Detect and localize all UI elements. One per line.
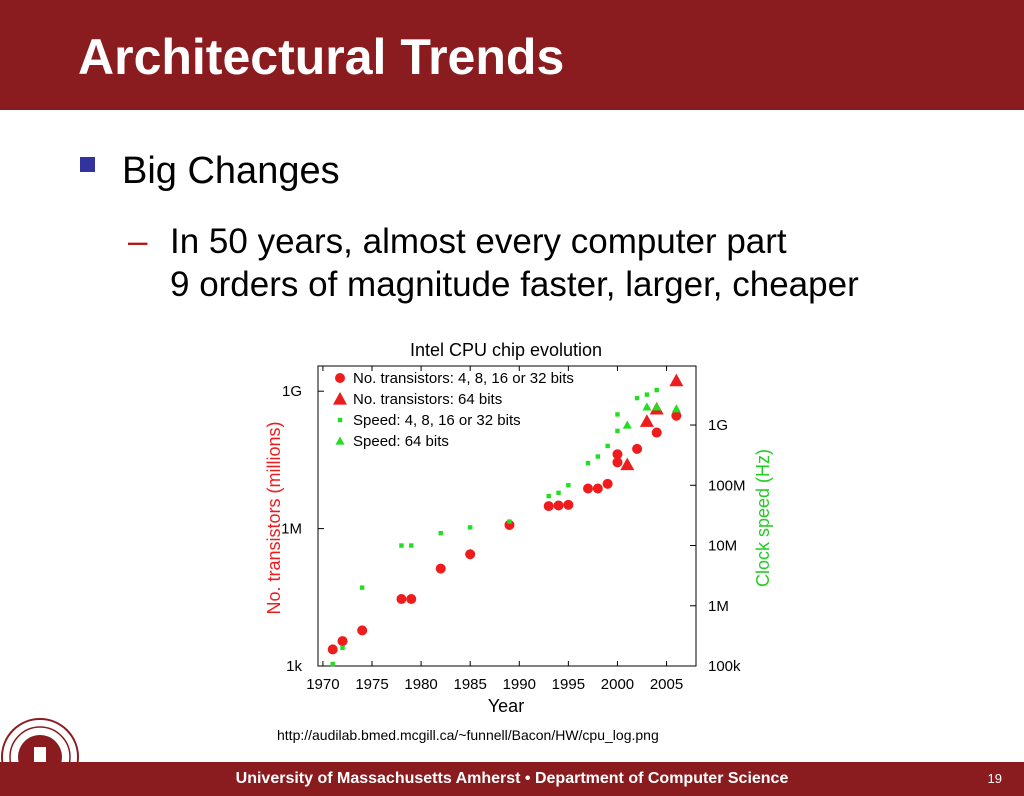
bullet-level1-text: Big Changes (122, 150, 340, 192)
title-bar: Architectural Trends (0, 0, 1024, 110)
data-point (337, 636, 348, 647)
legend-marker (335, 373, 345, 383)
data-point (671, 404, 681, 413)
data-point (612, 449, 623, 460)
data-point (409, 543, 414, 548)
data-point (553, 500, 564, 511)
y-left-tick-label: 1G (282, 383, 302, 400)
y-right-tick-label: 1G (708, 417, 728, 434)
data-point (330, 661, 335, 667)
page-number: 19 (987, 771, 1002, 786)
data-point (583, 483, 593, 494)
data-point (605, 443, 610, 449)
bullet-level2-text: In 50 years, almost every computer part … (170, 220, 859, 306)
slide-title: Architectural Trends (78, 29, 565, 85)
x-axis-label: Year (488, 696, 524, 716)
data-point (566, 483, 571, 488)
square-bullet-icon (80, 157, 95, 172)
source-url: http://audilab.bmed.mcgill.ca/~funnell/B… (277, 727, 659, 743)
data-point (396, 594, 407, 605)
data-point (615, 412, 620, 417)
data-point (543, 501, 554, 512)
data-point (651, 427, 662, 438)
plot-frame (317, 365, 697, 667)
x-tick-label: 1995 (552, 676, 585, 693)
x-tick-label: 1990 (503, 676, 536, 693)
data-point (622, 420, 632, 429)
y-left-tick-label: 1k (286, 658, 302, 675)
data-point (546, 493, 551, 499)
data-point (639, 414, 654, 427)
data-point (327, 644, 338, 655)
data-point (435, 563, 446, 574)
data-point (592, 483, 603, 494)
y-right-tick-label: 100k (708, 658, 741, 675)
y-right-tick-label: 1M (708, 598, 729, 615)
legend-marker (337, 417, 343, 423)
data-point (399, 543, 404, 548)
data-point (585, 460, 591, 466)
footer-bar: University of Massachusetts Amherst • De… (0, 762, 1024, 796)
data-point (652, 402, 662, 411)
chart-title: Intel CPU chip evolution (410, 340, 602, 360)
x-axis: 1970 1975 1980 1985 1990 1995 2000 2005 (306, 366, 683, 693)
x-tick-label: 1980 (404, 676, 437, 693)
data-point (642, 402, 652, 411)
y-left-tick-label: 1M (281, 521, 302, 538)
legend-marker (333, 392, 347, 405)
data-point (654, 387, 659, 393)
bullet-level2-line1: In 50 years, almost every computer part (170, 222, 787, 261)
chart-container: Intel CPU chip evolution 1970 1975 1980 198… (255, 335, 785, 720)
x-tick-label: 1985 (453, 676, 486, 693)
data-point (634, 395, 640, 401)
data-point (359, 585, 365, 590)
intel-cpu-chart: Intel CPU chip evolution 1970 1975 1980 198… (264, 340, 773, 716)
data-point (406, 594, 417, 605)
data-point (632, 443, 643, 454)
legend-label: No. transistors: 4, 8, 16 or 32 bits (353, 370, 574, 387)
data-point (465, 549, 476, 560)
bullet-level2-line2: 9 orders of magnitude faster, larger, ch… (170, 265, 859, 305)
data-point (504, 519, 515, 530)
data-point (612, 457, 623, 468)
data-point (620, 457, 635, 471)
footer-text: University of Massachusetts Amherst • De… (235, 770, 789, 787)
y-axis-right: 100k 1M 10M 100M 1G (690, 417, 746, 675)
data-point (438, 531, 443, 536)
y-right-tick-label: 10M (708, 538, 737, 555)
data-point (563, 499, 574, 510)
data-point (671, 410, 682, 421)
data-point (507, 519, 512, 524)
y-axis-left-label: No. transistors (millions) (264, 421, 284, 614)
x-tick-label: 1975 (355, 676, 388, 693)
legend-label: Speed: 64 bits (353, 433, 449, 450)
data-point (340, 645, 345, 651)
legend-marker (335, 436, 345, 445)
data-point (602, 478, 613, 489)
data-point (357, 625, 368, 636)
y-axis-right-label: Clock speed (Hz) (753, 449, 773, 587)
data-point (669, 373, 684, 387)
x-tick-label: 2005 (650, 676, 683, 693)
data-point (615, 428, 620, 434)
data-points (327, 373, 684, 667)
legend: No. transistors: 4, 8, 16 or 32 bits No. … (333, 370, 574, 450)
data-point (595, 454, 601, 459)
data-point (556, 490, 561, 496)
y-right-tick-label: 100M (708, 477, 746, 494)
data-point (467, 525, 473, 530)
legend-label: No. transistors: 64 bits (353, 391, 502, 408)
data-point (644, 392, 650, 397)
x-tick-label: 2000 (601, 676, 634, 693)
x-tick-label: 1970 (306, 676, 339, 693)
legend-label: Speed: 4, 8, 16 or 32 bits (353, 412, 521, 429)
y-axis-left: 1k 1M 1G (281, 383, 324, 675)
dash-bullet-icon: – (128, 222, 148, 261)
